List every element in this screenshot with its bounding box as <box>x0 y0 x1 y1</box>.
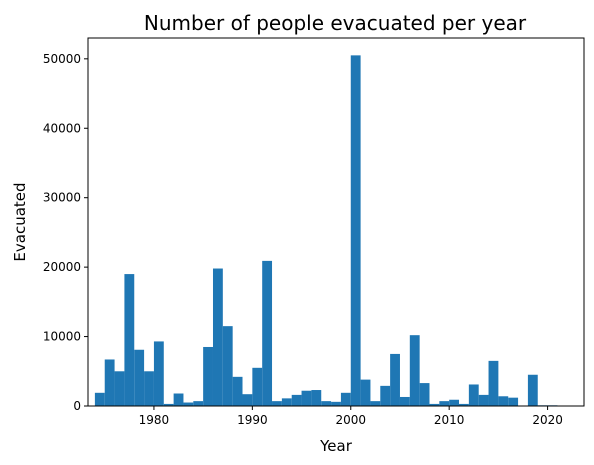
bar-1976 <box>114 371 125 406</box>
x-axis-ticks: 1980 1990 2000 2010 2020 <box>139 406 563 427</box>
bar-1985 <box>203 346 213 406</box>
bar-1986 <box>212 268 223 406</box>
bar-2001 <box>360 379 371 406</box>
bar-1981 <box>163 403 174 406</box>
y-tick-label: 40000 <box>43 121 81 135</box>
bars-group <box>94 55 558 406</box>
bar-1979 <box>144 371 154 406</box>
bar-1994 <box>291 394 302 406</box>
bar-1975 <box>104 359 115 406</box>
bar-2010 <box>449 399 460 406</box>
bar-1996 <box>311 390 322 406</box>
chart-title: Number of people evacuated per year <box>144 11 527 35</box>
y-tick-label: 20000 <box>43 260 81 274</box>
plot-frame <box>87 37 585 407</box>
y-axis-ticks: 0 10000 20000 30000 40000 50000 <box>43 52 88 413</box>
bar-2008 <box>429 403 440 406</box>
bar-1990 <box>252 367 263 406</box>
bar-2006 <box>409 335 420 406</box>
bar-1978 <box>134 349 145 406</box>
bar-1999 <box>340 392 351 406</box>
x-axis-label: Year <box>319 437 353 455</box>
bar-1992 <box>272 401 282 406</box>
y-tick-label: 30000 <box>43 191 81 205</box>
bar-2002 <box>370 401 381 406</box>
bar-2004 <box>390 353 400 406</box>
x-tick-label: 1990 <box>237 413 268 427</box>
y-tick-label: 50000 <box>43 52 81 66</box>
x-tick-label: 1980 <box>139 413 170 427</box>
bar-1983 <box>183 402 194 406</box>
bar-1988 <box>232 376 243 406</box>
bar-2007 <box>419 383 430 406</box>
bar-1984 <box>193 401 204 406</box>
bar-1991 <box>262 260 273 406</box>
x-tick-label: 2010 <box>434 413 465 427</box>
bar-1997 <box>321 401 332 406</box>
bar-1989 <box>242 394 253 406</box>
bar-1998 <box>331 401 341 406</box>
bar-2018 <box>527 374 538 406</box>
bar-1977 <box>124 274 135 406</box>
y-axis-label: Evacuated <box>11 182 29 261</box>
bar-2003 <box>380 385 391 406</box>
bar-1980 <box>153 341 164 406</box>
bar-1987 <box>222 326 233 406</box>
x-tick-label: 2020 <box>532 413 563 427</box>
bar-1982 <box>173 393 184 406</box>
bar-1974 <box>94 392 105 406</box>
bar-2011 <box>459 403 469 406</box>
y-tick-label: 10000 <box>43 330 81 344</box>
bar-2016 <box>508 397 519 406</box>
bar-2013 <box>478 394 489 406</box>
y-tick-label: 0 <box>73 399 81 413</box>
bar-1995 <box>301 390 312 406</box>
bar-2014 <box>488 360 499 406</box>
x-tick-label: 2000 <box>335 413 366 427</box>
bar-1993 <box>281 398 292 406</box>
bar-2005 <box>399 396 410 406</box>
bar-2015 <box>498 396 509 406</box>
bar-2000 <box>350 55 361 406</box>
bar-2009 <box>439 401 450 406</box>
bar-2012 <box>468 384 479 406</box>
